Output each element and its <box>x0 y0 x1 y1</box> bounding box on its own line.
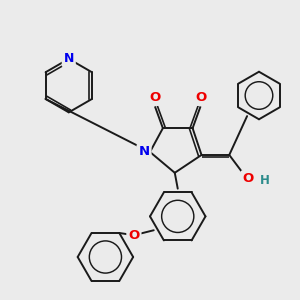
Text: O: O <box>149 91 161 104</box>
Text: H: H <box>260 174 270 187</box>
Text: O: O <box>195 91 206 104</box>
Text: N: N <box>64 52 74 65</box>
Text: O: O <box>128 229 140 242</box>
Text: O: O <box>242 172 254 185</box>
Text: N: N <box>139 146 150 158</box>
